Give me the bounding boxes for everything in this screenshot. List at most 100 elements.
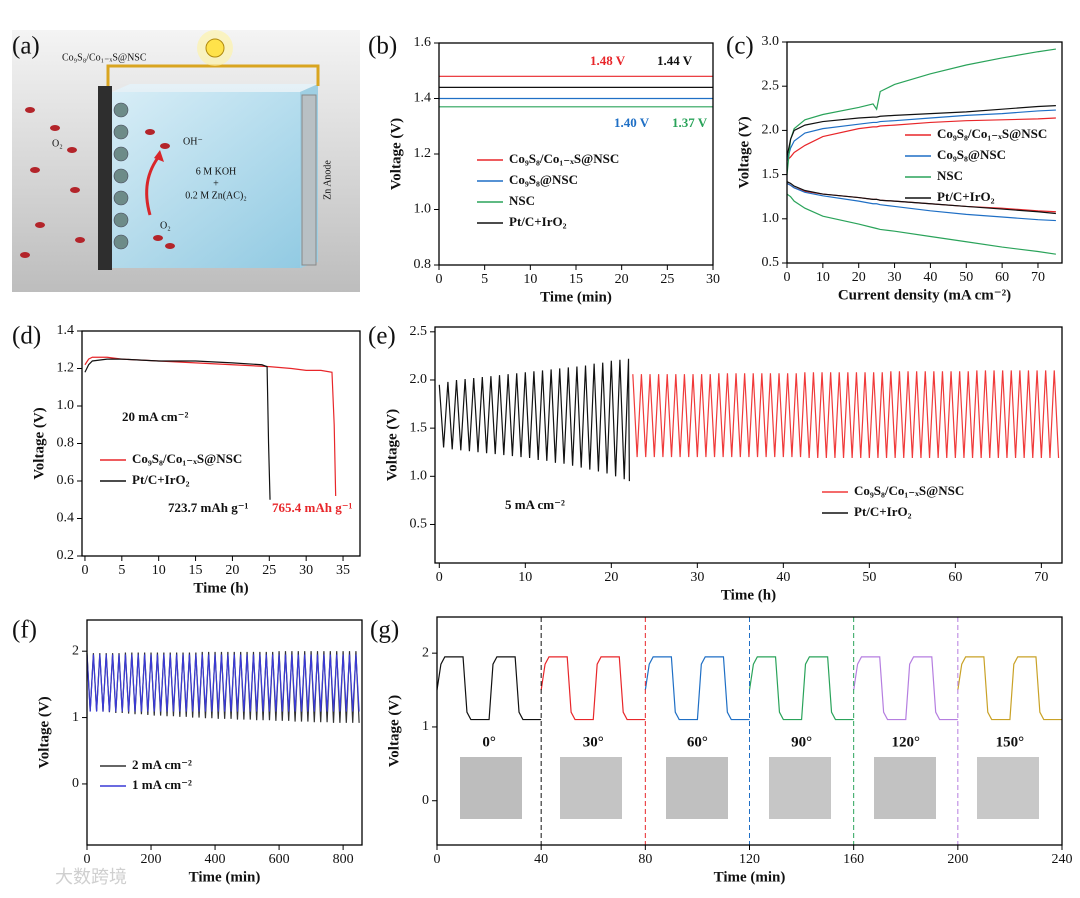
x-tick-label: 30 xyxy=(888,270,902,285)
x-tick-label: 0 xyxy=(434,852,441,867)
x-tick-label: 10 xyxy=(816,270,830,285)
plot-frame xyxy=(86,619,363,846)
arrow-head xyxy=(154,150,164,162)
x-tick-label: 35 xyxy=(336,563,350,578)
annotation: 1.48 V xyxy=(590,53,626,68)
y-tick-label: 1.0 xyxy=(414,202,432,217)
x-axis-title: Current density (mA cm⁻²) xyxy=(838,287,1011,303)
x-axis-title: Time (min) xyxy=(714,869,786,885)
series-label: 30° xyxy=(583,735,604,751)
y-tick-label: 1.4 xyxy=(414,91,432,106)
catalyst-particles xyxy=(113,102,129,250)
x-tick-label: 10 xyxy=(518,570,532,585)
x-axis-title: Time (h) xyxy=(193,580,248,596)
series-label: 60° xyxy=(687,735,708,751)
x-tick-label: 20 xyxy=(604,570,618,585)
wire xyxy=(106,64,320,86)
y-tick-label: 1.4 xyxy=(57,323,75,338)
data-line xyxy=(786,193,1056,255)
y-tick-label: 1.0 xyxy=(410,469,428,484)
panel-label: (f) xyxy=(12,617,37,644)
panel-label: (g) xyxy=(370,617,399,644)
x-tick-label: 40 xyxy=(534,852,548,867)
legend-label: Co₉S₈@NSC xyxy=(937,147,1006,162)
legend-label: 1 mA cm⁻² xyxy=(132,777,192,792)
anode-label: Zn Anode xyxy=(322,160,333,200)
y-tick-label: 2.0 xyxy=(410,372,428,387)
annotation: 1.40 V xyxy=(614,115,650,130)
bulb xyxy=(205,38,225,58)
photo xyxy=(460,757,522,819)
o2-label: O₂ xyxy=(52,138,63,149)
photos xyxy=(460,757,1039,819)
y-tick-label: 1 xyxy=(72,710,79,725)
legend-label: Pt/C+IrO₂ xyxy=(937,189,995,204)
electrolyte-label: 0.2 M Zn(AC)₂ xyxy=(185,190,247,201)
series-label: 90° xyxy=(791,735,812,751)
series-label: 120° xyxy=(892,735,921,751)
x-tick-label: 0 xyxy=(81,563,88,578)
data-line xyxy=(436,656,542,721)
x-tick-label: 20 xyxy=(852,270,866,285)
y-tick-label: 0.8 xyxy=(414,257,432,272)
data-line xyxy=(786,109,1056,161)
annotation: 20 mA cm⁻² xyxy=(122,409,188,424)
panel-label: (d) xyxy=(12,323,41,350)
data-line xyxy=(644,656,750,721)
x-tick-label: 120 xyxy=(739,852,760,867)
y-tick-label: 2.0 xyxy=(762,123,780,138)
y-tick-label: 1.5 xyxy=(762,167,780,182)
y-tick-label: 0.5 xyxy=(762,255,780,270)
data-line xyxy=(786,182,1056,222)
photo xyxy=(560,757,622,819)
zn-anode xyxy=(301,94,317,266)
annotation: 5 mA cm⁻² xyxy=(505,497,565,512)
x-axis-title: Time (min) xyxy=(540,289,612,305)
y-tick-label: 3.0 xyxy=(762,34,780,49)
y-tick-label: 1.2 xyxy=(414,146,432,161)
panel-label: (e) xyxy=(368,323,396,350)
data-line xyxy=(853,656,958,721)
data-line xyxy=(786,48,1056,175)
x-tick-label: 30 xyxy=(706,272,720,287)
y-tick-label: 2 xyxy=(422,645,429,660)
x-tick-label: 5 xyxy=(481,272,488,287)
x-tick-label: 160 xyxy=(843,852,864,867)
x-tick-label: 50 xyxy=(862,570,876,585)
legend-label: Pt/C+IrO₂ xyxy=(854,504,912,519)
data-line xyxy=(957,656,1062,721)
series-label: 150° xyxy=(996,735,1025,751)
y-tick-label: 1 xyxy=(422,719,429,734)
legend-label: Pt/C+IrO₂ xyxy=(132,472,190,487)
data-line xyxy=(438,358,630,482)
y-tick-label: 1.6 xyxy=(414,35,432,50)
tank-top xyxy=(112,84,318,92)
panel-label: (b) xyxy=(368,33,397,60)
x-tick-label: 40 xyxy=(923,270,937,285)
x-tick-label: 600 xyxy=(269,852,290,867)
y-tick-label: 0.6 xyxy=(57,473,75,488)
air-cathode xyxy=(98,86,112,270)
photo xyxy=(769,757,831,819)
y-tick-label: 2.5 xyxy=(762,78,780,93)
legend-label: NSC xyxy=(509,193,535,208)
annotation: 1.44 V xyxy=(657,53,693,68)
electrode-label: Co₉S₈/Co₁₋ₓS@NSC xyxy=(62,52,147,63)
annotation: 723.7 mAh g⁻¹ xyxy=(168,500,249,515)
electrolyte-label: + xyxy=(213,178,219,189)
x-tick-label: 0 xyxy=(784,270,791,285)
legend-label: Pt/C+IrO₂ xyxy=(509,214,567,229)
photo xyxy=(874,757,936,819)
annotation: 765.4 mAh g⁻¹ xyxy=(272,500,353,515)
data-line xyxy=(86,654,360,712)
x-axis-title: Time (min) xyxy=(189,869,261,885)
oh-label: OH⁻ xyxy=(183,136,203,147)
data-line xyxy=(748,656,854,721)
x-tick-label: 200 xyxy=(947,852,968,867)
y-axis-title: Voltage (V) xyxy=(36,696,52,768)
x-tick-label: 15 xyxy=(189,563,203,578)
y-tick-label: 0.2 xyxy=(57,548,75,563)
x-tick-label: 10 xyxy=(523,272,537,287)
x-tick-label: 30 xyxy=(690,570,704,585)
